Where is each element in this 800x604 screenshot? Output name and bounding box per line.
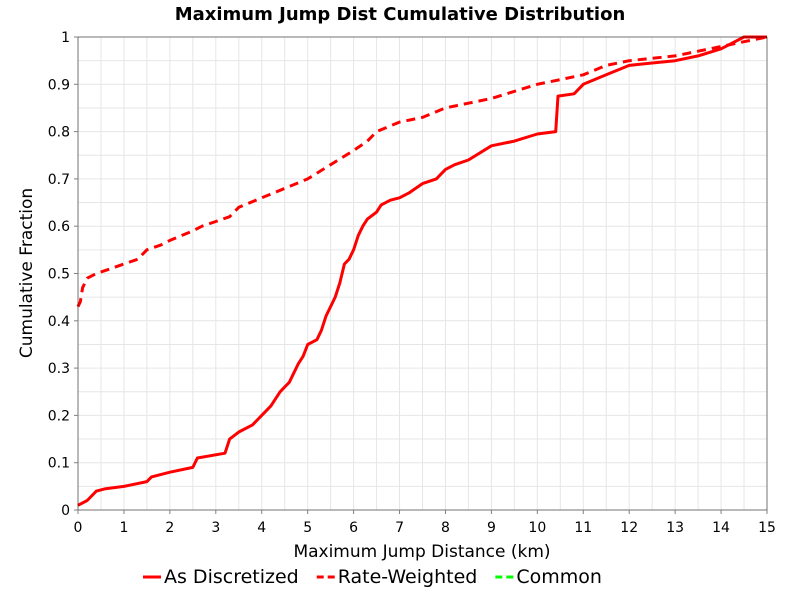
- x-tick-label: 15: [758, 520, 776, 536]
- legend-label-rate-weighted: Rate-Weighted: [338, 566, 478, 588]
- chart-title: Maximum Jump Dist Cumulative Distributio…: [175, 4, 626, 25]
- x-tick-label: 12: [620, 520, 638, 536]
- x-tick-label: 10: [528, 520, 546, 536]
- y-tick-label: 0: [61, 503, 70, 519]
- legend: As Discretized Rate-Weighted Common: [143, 566, 602, 588]
- x-tick-label: 13: [666, 520, 684, 536]
- y-tick-label: 0.7: [48, 172, 70, 188]
- y-tick-label: 0.5: [48, 267, 70, 283]
- y-tick-label: 0.1: [48, 456, 70, 472]
- x-axis-label: Maximum Jump Distance (km): [293, 542, 550, 562]
- legend-label-common: Common: [516, 566, 602, 588]
- x-tick-label: 14: [712, 520, 730, 536]
- grid: [77, 36, 768, 511]
- x-tick-label: 3: [211, 520, 220, 536]
- x-tick-label: 5: [303, 520, 312, 536]
- y-tick-label: 0.4: [48, 314, 70, 330]
- x-tick-label: 8: [441, 520, 450, 536]
- x-tick-label: 0: [74, 520, 83, 536]
- x-tick-label: 2: [165, 520, 174, 536]
- y-tick-label: 0.9: [48, 77, 70, 93]
- x-tick-label: 1: [119, 520, 128, 536]
- x-axis-ticks: 0 1 2 3 4 5 6 7 8 9 10 11 12 13 14 15: [74, 510, 776, 536]
- x-tick-label: 6: [349, 520, 358, 536]
- y-tick-label: 0.8: [48, 125, 70, 141]
- y-tick-label: 1: [61, 30, 70, 46]
- x-tick-label: 9: [487, 520, 496, 536]
- x-tick-label: 7: [395, 520, 404, 536]
- y-tick-label: 0.6: [48, 219, 70, 235]
- y-axis-label: Cumulative Fraction: [17, 188, 37, 358]
- series-layer: [76, 35, 768, 507]
- y-axis-ticks: 0 0.1 0.2 0.3 0.4 0.5 0.6 0.7 0.8 0.9 1: [48, 30, 78, 519]
- y-tick-label: 0.3: [48, 361, 70, 377]
- legend-label-as-discretized: As Discretized: [164, 566, 299, 588]
- series-line-as-discretized: [77, 35, 767, 507]
- x-tick-label: 11: [574, 520, 592, 536]
- y-tick-label: 0.2: [48, 408, 70, 424]
- series-line-rate-weighted: [76, 35, 768, 308]
- x-tick-label: 4: [257, 520, 266, 536]
